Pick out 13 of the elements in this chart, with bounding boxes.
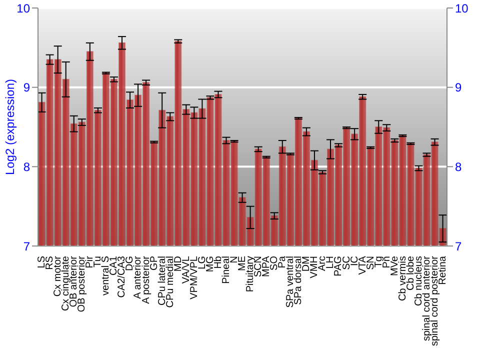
y2-tick-label: 8 [455, 160, 462, 174]
x-tick-label: A posterior [140, 255, 152, 304]
y-tick-label: 8 [23, 160, 30, 174]
x-tick-label: Pituitary [245, 256, 256, 292]
y2-tick-label: 9 [455, 80, 462, 95]
y-axis-title: Log2 (expression) [3, 78, 17, 176]
x-tick-label: ME [237, 256, 248, 271]
y-tick-label: 9 [23, 80, 30, 95]
x-tick-label: Tg [373, 256, 384, 268]
y2-tick-label: 10 [455, 1, 469, 16]
y-tick-label: 10 [16, 1, 30, 16]
y2-tick-label: 7 [455, 239, 462, 254]
y-tick-label: 7 [23, 239, 30, 254]
